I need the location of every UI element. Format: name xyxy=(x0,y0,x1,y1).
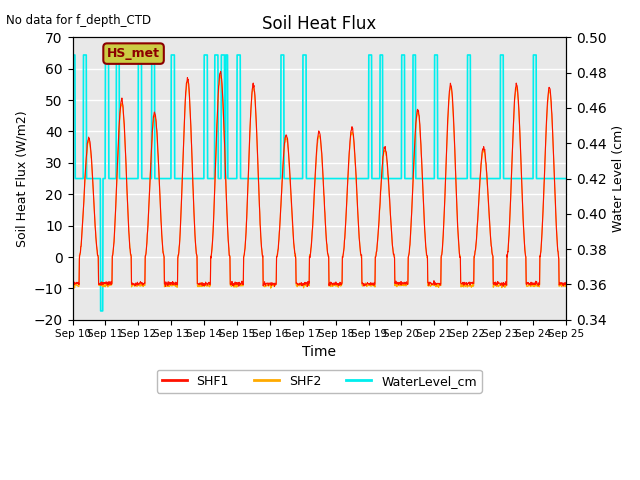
X-axis label: Time: Time xyxy=(302,345,336,359)
Legend: SHF1, SHF2, WaterLevel_cm: SHF1, SHF2, WaterLevel_cm xyxy=(157,370,482,393)
Title: Soil Heat Flux: Soil Heat Flux xyxy=(262,15,376,33)
Text: HS_met: HS_met xyxy=(107,47,160,60)
Y-axis label: Soil Heat Flux (W/m2): Soil Heat Flux (W/m2) xyxy=(15,110,28,247)
Text: No data for f_depth_CTD: No data for f_depth_CTD xyxy=(6,14,152,27)
Y-axis label: Water Level (cm): Water Level (cm) xyxy=(612,125,625,232)
